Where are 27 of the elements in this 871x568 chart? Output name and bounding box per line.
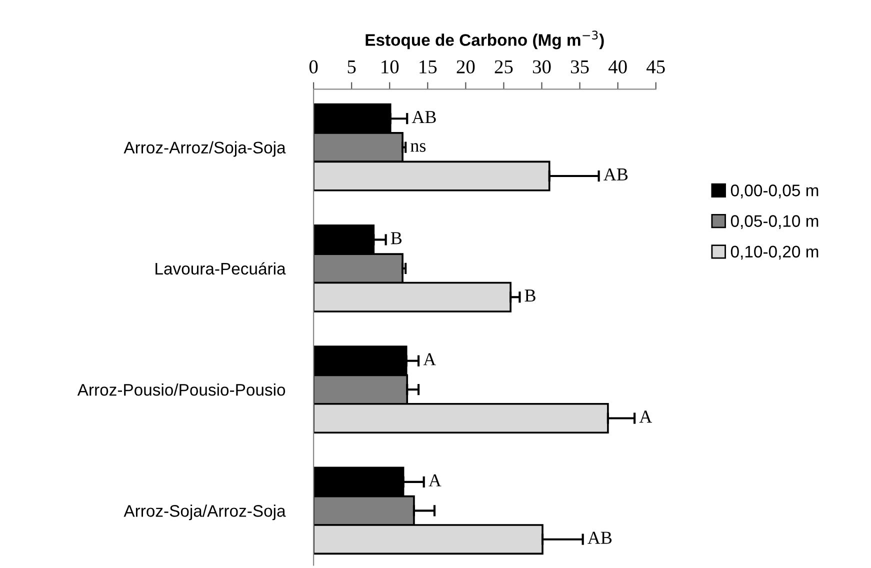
data-label: B — [390, 232, 402, 244]
data-label: A — [423, 353, 436, 366]
x-tick-label: 10 — [382, 60, 399, 74]
legend-label: 0,10-0,20 m — [730, 246, 818, 260]
x-tick-label: 45 — [646, 60, 665, 74]
x-tick-label: 40 — [608, 60, 627, 74]
x-tick-label: 0 — [309, 60, 318, 74]
x-tick-label: 25 — [494, 60, 513, 74]
x-tick-label: 20 — [456, 60, 475, 74]
x-axis-title: Estoque de Carbono (Mg m$^{−3}$) — [366, 30, 604, 50]
legend-label: 0,05-0,10 m — [730, 215, 818, 229]
x-tick-label: 5 — [348, 60, 356, 74]
data-label: AB — [588, 532, 612, 544]
data-label: A — [428, 474, 442, 486]
data-label: ns — [410, 143, 426, 152]
data-label: AB — [412, 111, 436, 123]
x-tick-label: 15 — [420, 60, 437, 74]
x-tick-label: 35 — [571, 60, 589, 74]
y-tick-label: Arroz-Soja/Arroz-Soja — [124, 504, 286, 520]
data-label: A — [639, 410, 652, 423]
data-label: B — [524, 290, 536, 302]
y-tick-label: Arroz-Arroz/Soja-Soja — [124, 141, 286, 157]
x-tick-label: 30 — [532, 60, 551, 74]
y-tick-label: Arroz-Pousio/Pousio-Pousio — [77, 384, 286, 396]
y-tick-label: Lavoura-Pecuária — [156, 262, 286, 275]
data-label: AB — [604, 168, 628, 180]
legend-label: 0,00-0,05 m — [730, 184, 818, 198]
